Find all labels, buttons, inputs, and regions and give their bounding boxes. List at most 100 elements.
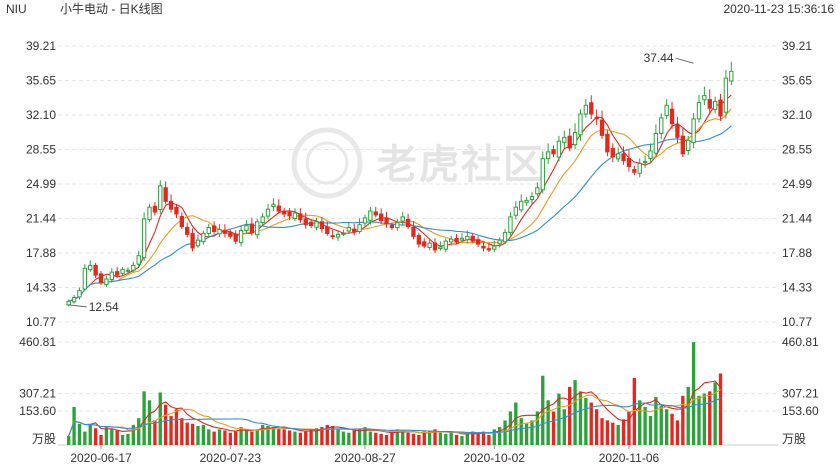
volume-bar [654,396,658,445]
price-tick-left: 35.65 [26,74,56,88]
volume-bar [115,430,119,445]
volume-bar [217,429,222,445]
volume-bar [352,430,356,445]
candle [158,185,163,210]
date-tick-label: 2020-06-17 [70,451,132,465]
candle [141,218,147,259]
candle [341,232,346,235]
volume-bar [180,418,184,445]
candle [211,225,217,232]
volume-bar [83,431,87,445]
candle [346,227,351,232]
volume-bar [271,427,276,445]
candle [66,300,71,306]
price-tick-left: 28.55 [26,143,56,157]
volume-bar [239,427,243,445]
candle [319,221,325,230]
candle [303,218,308,226]
volume-bar [390,430,394,445]
date-tick-label: 2020-07-23 [200,451,262,465]
volume-tick-left: 153.60 [19,404,56,418]
candle [594,117,599,120]
volume-bar [67,436,71,445]
volume-bar [433,429,437,445]
candle [389,224,395,229]
volume-bar [72,407,76,445]
candle [238,229,244,244]
candle [556,140,562,158]
candle [201,232,206,243]
ma5-line [68,94,732,302]
volume-bars [67,342,723,445]
candle [642,161,648,164]
candle [298,213,303,221]
candle [416,235,422,245]
candle [265,208,271,217]
candle [718,99,723,117]
volume-bar [347,432,351,445]
candle [147,206,152,221]
candle [174,206,179,215]
volume-bar [336,429,340,445]
candle [109,271,114,281]
candle [163,187,168,202]
price-tick-right: 14.33 [782,281,812,295]
price-tick-right: 39.21 [782,39,812,53]
candle [395,222,400,229]
candle [545,151,551,160]
volume-ma-lines [68,380,721,437]
candle [551,149,556,155]
candle [217,229,222,235]
volume-bar [551,411,556,445]
volume-bar [120,434,125,445]
volume-bar [681,395,685,445]
volume-bar [460,436,464,445]
volume-bar [449,431,453,445]
candle [411,226,416,237]
candle [244,225,249,231]
candle [330,235,335,238]
candle [669,108,675,125]
price-tick-right: 32.10 [782,108,812,122]
candle [115,271,120,276]
volume-bar [492,429,496,445]
candle [93,264,98,276]
candle [438,246,443,249]
candle [632,169,637,173]
volume-bar [503,420,507,445]
volume-bar [244,429,249,445]
candle [168,200,174,210]
candle [729,70,734,82]
candle [449,238,454,243]
candle [282,210,287,215]
candle [136,255,141,265]
candle [508,216,513,233]
volume-bar [250,431,254,445]
candle [292,212,298,219]
volume-bar [374,432,378,445]
volume-bar [476,432,480,445]
candle [626,157,632,167]
candle [610,148,615,158]
candle [422,241,427,247]
candle [179,216,184,228]
volume-bar [589,402,593,445]
volume-bar [578,391,583,445]
candle [529,196,535,200]
watermark: 老虎社区 [291,127,543,199]
volume-bar [702,393,707,445]
volume-bar [260,424,265,445]
candle [308,221,314,227]
candle [260,216,265,224]
grid [58,45,778,446]
candle [599,119,605,136]
volume-bar [427,430,432,445]
candles [66,61,734,307]
candle [664,104,669,116]
volume-bar [153,420,157,445]
candle [583,104,589,115]
volume-bar [708,391,712,445]
volume-bar [616,424,620,445]
volume-bar [444,433,448,445]
volume-bar [142,391,146,445]
